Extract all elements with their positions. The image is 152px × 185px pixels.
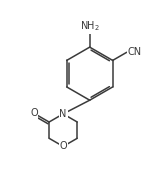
Text: CN: CN <box>127 47 142 57</box>
Text: O: O <box>59 141 67 151</box>
Text: NH$_2$: NH$_2$ <box>80 19 100 33</box>
Text: O: O <box>30 108 38 118</box>
Text: N: N <box>59 109 67 119</box>
